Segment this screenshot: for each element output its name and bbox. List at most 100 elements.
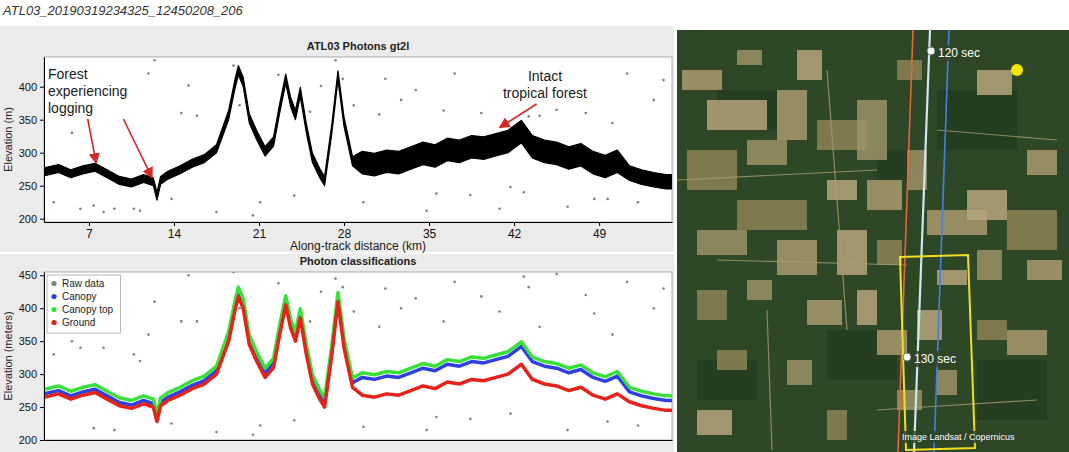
y-tick-mark (40, 341, 44, 342)
raw-photon (378, 113, 381, 116)
y-tick: 400 (19, 81, 44, 93)
road (717, 260, 907, 265)
raw-photon (93, 427, 96, 430)
cleared-land (897, 60, 922, 80)
y-tick-label: 400 (19, 302, 37, 314)
road (877, 400, 1037, 410)
raw-photon (498, 208, 501, 211)
raw-photon (139, 360, 142, 363)
raw-photon (352, 310, 355, 313)
raw-photon (170, 422, 173, 425)
y-tick-mark (40, 186, 44, 187)
cleared-land (707, 100, 767, 130)
y-tick: 300 (19, 368, 44, 380)
legend-marker (51, 281, 56, 286)
y-tick-mark (40, 407, 44, 408)
y-tick: 400 (19, 302, 44, 314)
raw-photon (293, 194, 296, 197)
raw-photon (555, 109, 558, 112)
raw-photon (342, 286, 345, 289)
y-tick-label: 300 (19, 147, 37, 159)
raw-photon (453, 72, 456, 75)
annotation-arrow (500, 104, 537, 128)
raw-photon (593, 198, 596, 201)
raw-photon (606, 420, 609, 423)
raw-photon (170, 198, 173, 201)
raw-photon (277, 282, 280, 285)
annotation-arrow (123, 119, 152, 178)
cleared-land (827, 180, 857, 200)
raw-photon (435, 416, 438, 419)
raw-photon (498, 310, 501, 313)
x-tick-mark (344, 222, 345, 226)
raw-photon (400, 99, 403, 102)
y-tick-label: 350 (19, 335, 37, 347)
raw-photon (232, 272, 235, 273)
figure-title: ATL03_20190319234325_12450208_206 (2, 3, 244, 18)
raw-photon (180, 112, 183, 115)
raw-photon (352, 104, 355, 107)
cleared-land (797, 50, 822, 80)
forest-patch (977, 360, 1047, 420)
legend-label: Raw data (62, 278, 105, 289)
raw-photon (139, 209, 142, 212)
cleared-land (977, 70, 1012, 95)
location-dot (1011, 64, 1023, 76)
raw-photon (215, 211, 218, 214)
cleared-land (867, 180, 902, 210)
raw-photon (334, 59, 337, 62)
y-axis: 200250300350400 (19, 58, 45, 225)
legend: Raw dataCanopyCanopy topGround (47, 275, 121, 333)
raw-photon (652, 99, 655, 102)
raw-photon (133, 208, 136, 211)
raw-photon (133, 353, 136, 356)
raw-photon (566, 429, 569, 432)
raw-photon (180, 320, 183, 323)
raw-photon (637, 424, 640, 427)
ground-track-right (934, 30, 949, 452)
y-tick-label: 200 (19, 434, 37, 446)
raw-photon (147, 333, 150, 336)
forest-ground (677, 30, 1069, 452)
cleared-land (717, 350, 747, 370)
raw-photon (147, 72, 150, 75)
cleared-land (977, 250, 1002, 280)
y-tick-label: 300 (19, 368, 37, 380)
raw-photon (453, 281, 456, 284)
label-patch (912, 351, 958, 367)
cleared-land (1007, 210, 1057, 250)
time-label: 120 sec (938, 46, 980, 60)
raw-photon (52, 353, 55, 356)
cleared-land (977, 320, 1007, 340)
chart-title: Photon classifications (300, 255, 417, 267)
raw-photon (384, 77, 387, 80)
signal-photons (44, 66, 672, 201)
y-axis-line (44, 273, 45, 441)
cleared-land (827, 410, 847, 440)
figure: ATL03_20190319234325_12450208_2067142128… (0, 0, 1069, 452)
y-tick-mark (40, 219, 44, 220)
raw-photon (414, 297, 417, 300)
annotation-text: Intacttropical forest (503, 68, 587, 101)
cleared-land (777, 240, 817, 275)
time-pin (927, 47, 935, 55)
x-tick-label: 49 (593, 227, 607, 241)
raw-photon (252, 214, 255, 217)
cleared-land (1027, 260, 1062, 280)
study-box (900, 255, 975, 450)
raw-photon (196, 114, 199, 117)
y-tick-mark (40, 440, 44, 441)
raw-photon (509, 412, 512, 415)
x-tick-mark (514, 222, 515, 226)
road (677, 170, 877, 180)
ground-track-center (914, 30, 930, 452)
raw-photon (523, 191, 526, 194)
raw-photon (362, 426, 365, 429)
classified-line (44, 296, 672, 421)
cleared-land (937, 270, 967, 285)
cleared-land (747, 140, 787, 165)
annotation-arrow (88, 119, 97, 163)
y-axis: 200250300350400450 (19, 269, 45, 446)
raw-photon (469, 418, 472, 421)
y-tick-label: 250 (19, 401, 37, 413)
